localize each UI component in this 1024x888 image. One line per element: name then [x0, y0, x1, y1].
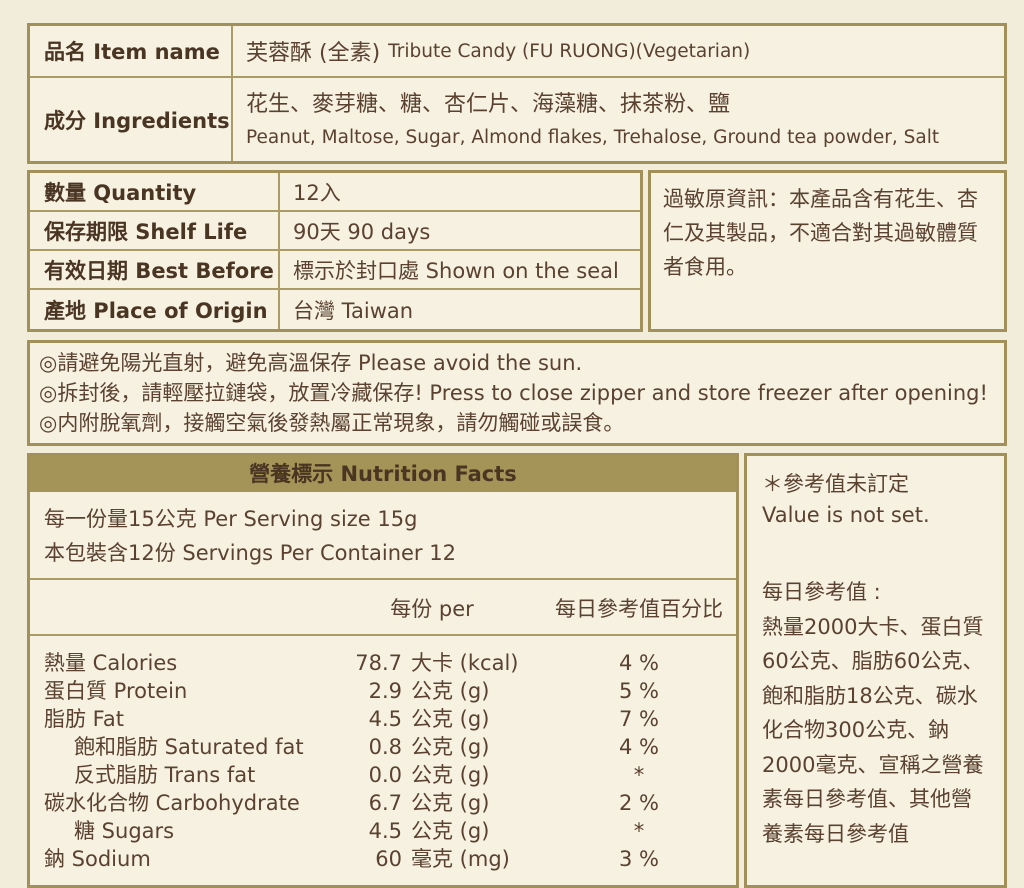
quantity-row: 數量 Quantity 12入: [30, 173, 640, 212]
shelf-life-label: 保存期限 Shelf Life: [30, 212, 280, 249]
details-section: 數量 Quantity 12入 保存期限 Shelf Life 90天 90 d…: [27, 170, 1007, 332]
storage-notes-box: ◎請避免陽光直射，避免高溫保存 Please avoid the sun. ◎拆…: [27, 340, 1007, 446]
per-serving-col-header: 每份 per: [390, 597, 474, 621]
item-name-zh: 芙蓉酥 (全素): [246, 41, 381, 66]
item-name-value: 芙蓉酥 (全素) Tribute Candy (FU RUONG)(Vegeta…: [233, 26, 1004, 76]
ingredients-label: 成分 Ingredients: [30, 78, 233, 161]
shelf-life-value: 90天 90 days: [293, 219, 431, 244]
daily-reference-title: 每日參考值 :: [762, 580, 881, 604]
saturated-fat-row: 飽和脂肪 Saturated fat 0.8 公克 (g) 4 %: [74, 735, 659, 759]
best-before-row: 有效日期 Best Before 標示於封口處 Shown on the sea…: [30, 251, 640, 290]
serving-size-line: 每一份量15公克 Per Serving size 15g: [44, 507, 418, 531]
sugars-row: 糖 Sugars 4.5 公克 (g) *: [74, 819, 645, 843]
storage-note-1: ◎請避免陽光直射，避免高溫保存 Please avoid the sun.: [39, 351, 583, 375]
daily-value-col-header: 每日參考值百分比: [555, 597, 723, 621]
nutrition-title: 營養標示 Nutrition Facts: [30, 456, 736, 492]
details-table: 數量 Quantity 12入 保存期限 Shelf Life 90天 90 d…: [27, 170, 643, 332]
value-not-set-en: Value is not set.: [762, 503, 930, 527]
nutrition-section: 營養標示 Nutrition Facts 每一份量15公克 Per Servin…: [27, 453, 1007, 888]
sodium-row: 鈉 Sodium 60 毫克 (mg) 3 %: [44, 847, 659, 871]
origin-row: 產地 Place of Origin 台灣 Taiwan: [30, 290, 640, 329]
storage-note-3: ◎内附脫氧劑，接觸空氣後發熱屬正常現象，請勿觸碰或誤食。: [39, 411, 625, 435]
ingredients-value: 花生、麥芽糖、糖、杏仁片、海藻糖、抹茶粉、鹽 Peanut, Maltose, …: [233, 78, 1004, 161]
storage-note-2: ◎拆封後，請輕壓拉鏈袋，放置冷藏保存! Press to close zippe…: [39, 381, 988, 405]
calories-row: 熱量 Calories 78.7 大卡 (kcal) 4 %: [44, 651, 659, 675]
value-not-set-zh: ＊參考值未訂定: [762, 472, 909, 496]
quantity-value: 12入: [293, 180, 341, 205]
item-name-label: 品名 Item name: [30, 26, 233, 76]
value-not-set-note: ＊參考值未訂定 Value is not set.: [762, 469, 989, 531]
best-before-value: 標示於封口處 Shown on the seal: [293, 258, 619, 283]
protein-row: 蛋白質 Protein 2.9 公克 (g) 5 %: [44, 679, 659, 703]
daily-reference-text: 熱量2000大卡、蛋白質60公克、脂肪60公克、飽和脂肪18公克、碳水化合物30…: [762, 614, 984, 846]
nutrition-column-headers: 每份 per 每日參考值百分比: [30, 580, 736, 636]
trans-fat-row: 反式脂肪 Trans fat 0.0 公克 (g) *: [74, 763, 645, 787]
ingredients-en: Peanut, Maltose, Sugar, Almond flakes, T…: [246, 127, 940, 148]
nutrient-col-spacer: [30, 593, 322, 623]
item-name-en: Tribute Candy (FU RUONG)(Vegetarian): [388, 40, 751, 62]
ingredients-zh: 花生、麥芽糖、糖、杏仁片、海藻糖、抹茶粉、鹽: [246, 92, 731, 117]
product-info-table: 品名 Item name 芙蓉酥 (全素) Tribute Candy (FU …: [27, 23, 1007, 164]
best-before-label: 有效日期 Best Before: [30, 251, 280, 288]
origin-label: 產地 Place of Origin: [30, 290, 280, 329]
nutrition-rows: 熱量 Calories 78.7 大卡 (kcal) 4 % 蛋白質 Prote…: [30, 636, 736, 885]
serving-info: 每一份量15公克 Per Serving size 15g 本包裝含12份 Se…: [30, 492, 736, 580]
nutrition-table: 營養標示 Nutrition Facts 每一份量15公克 Per Servin…: [27, 453, 739, 888]
daily-reference-values: 每日參考值 : 熱量2000大卡、蛋白質60公克、脂肪60公克、飽和脂肪18公克…: [762, 575, 989, 851]
allergen-info-box: 過敏原資訊：本產品含有花生、杏仁及其製品，不適合對其過敏體質者食用。: [648, 170, 1007, 332]
item-name-row: 品名 Item name 芙蓉酥 (全素) Tribute Candy (FU …: [30, 26, 1004, 78]
ingredients-row: 成分 Ingredients 花生、麥芽糖、糖、杏仁片、海藻糖、抹茶粉、鹽 Pe…: [30, 78, 1004, 161]
fat-row: 脂肪 Fat 4.5 公克 (g) 7 %: [44, 707, 659, 731]
shelf-life-row: 保存期限 Shelf Life 90天 90 days: [30, 212, 640, 251]
origin-value: 台灣 Taiwan: [293, 298, 414, 323]
servings-per-container-line: 本包裝含12份 Servings Per Container 12: [44, 541, 456, 565]
daily-value-reference-box: ＊參考值未訂定 Value is not set. 每日參考值 : 熱量2000…: [744, 453, 1007, 888]
carbohydrate-row: 碳水化合物 Carbohydrate 6.7 公克 (g) 2 %: [44, 791, 659, 815]
quantity-label: 數量 Quantity: [30, 173, 280, 210]
